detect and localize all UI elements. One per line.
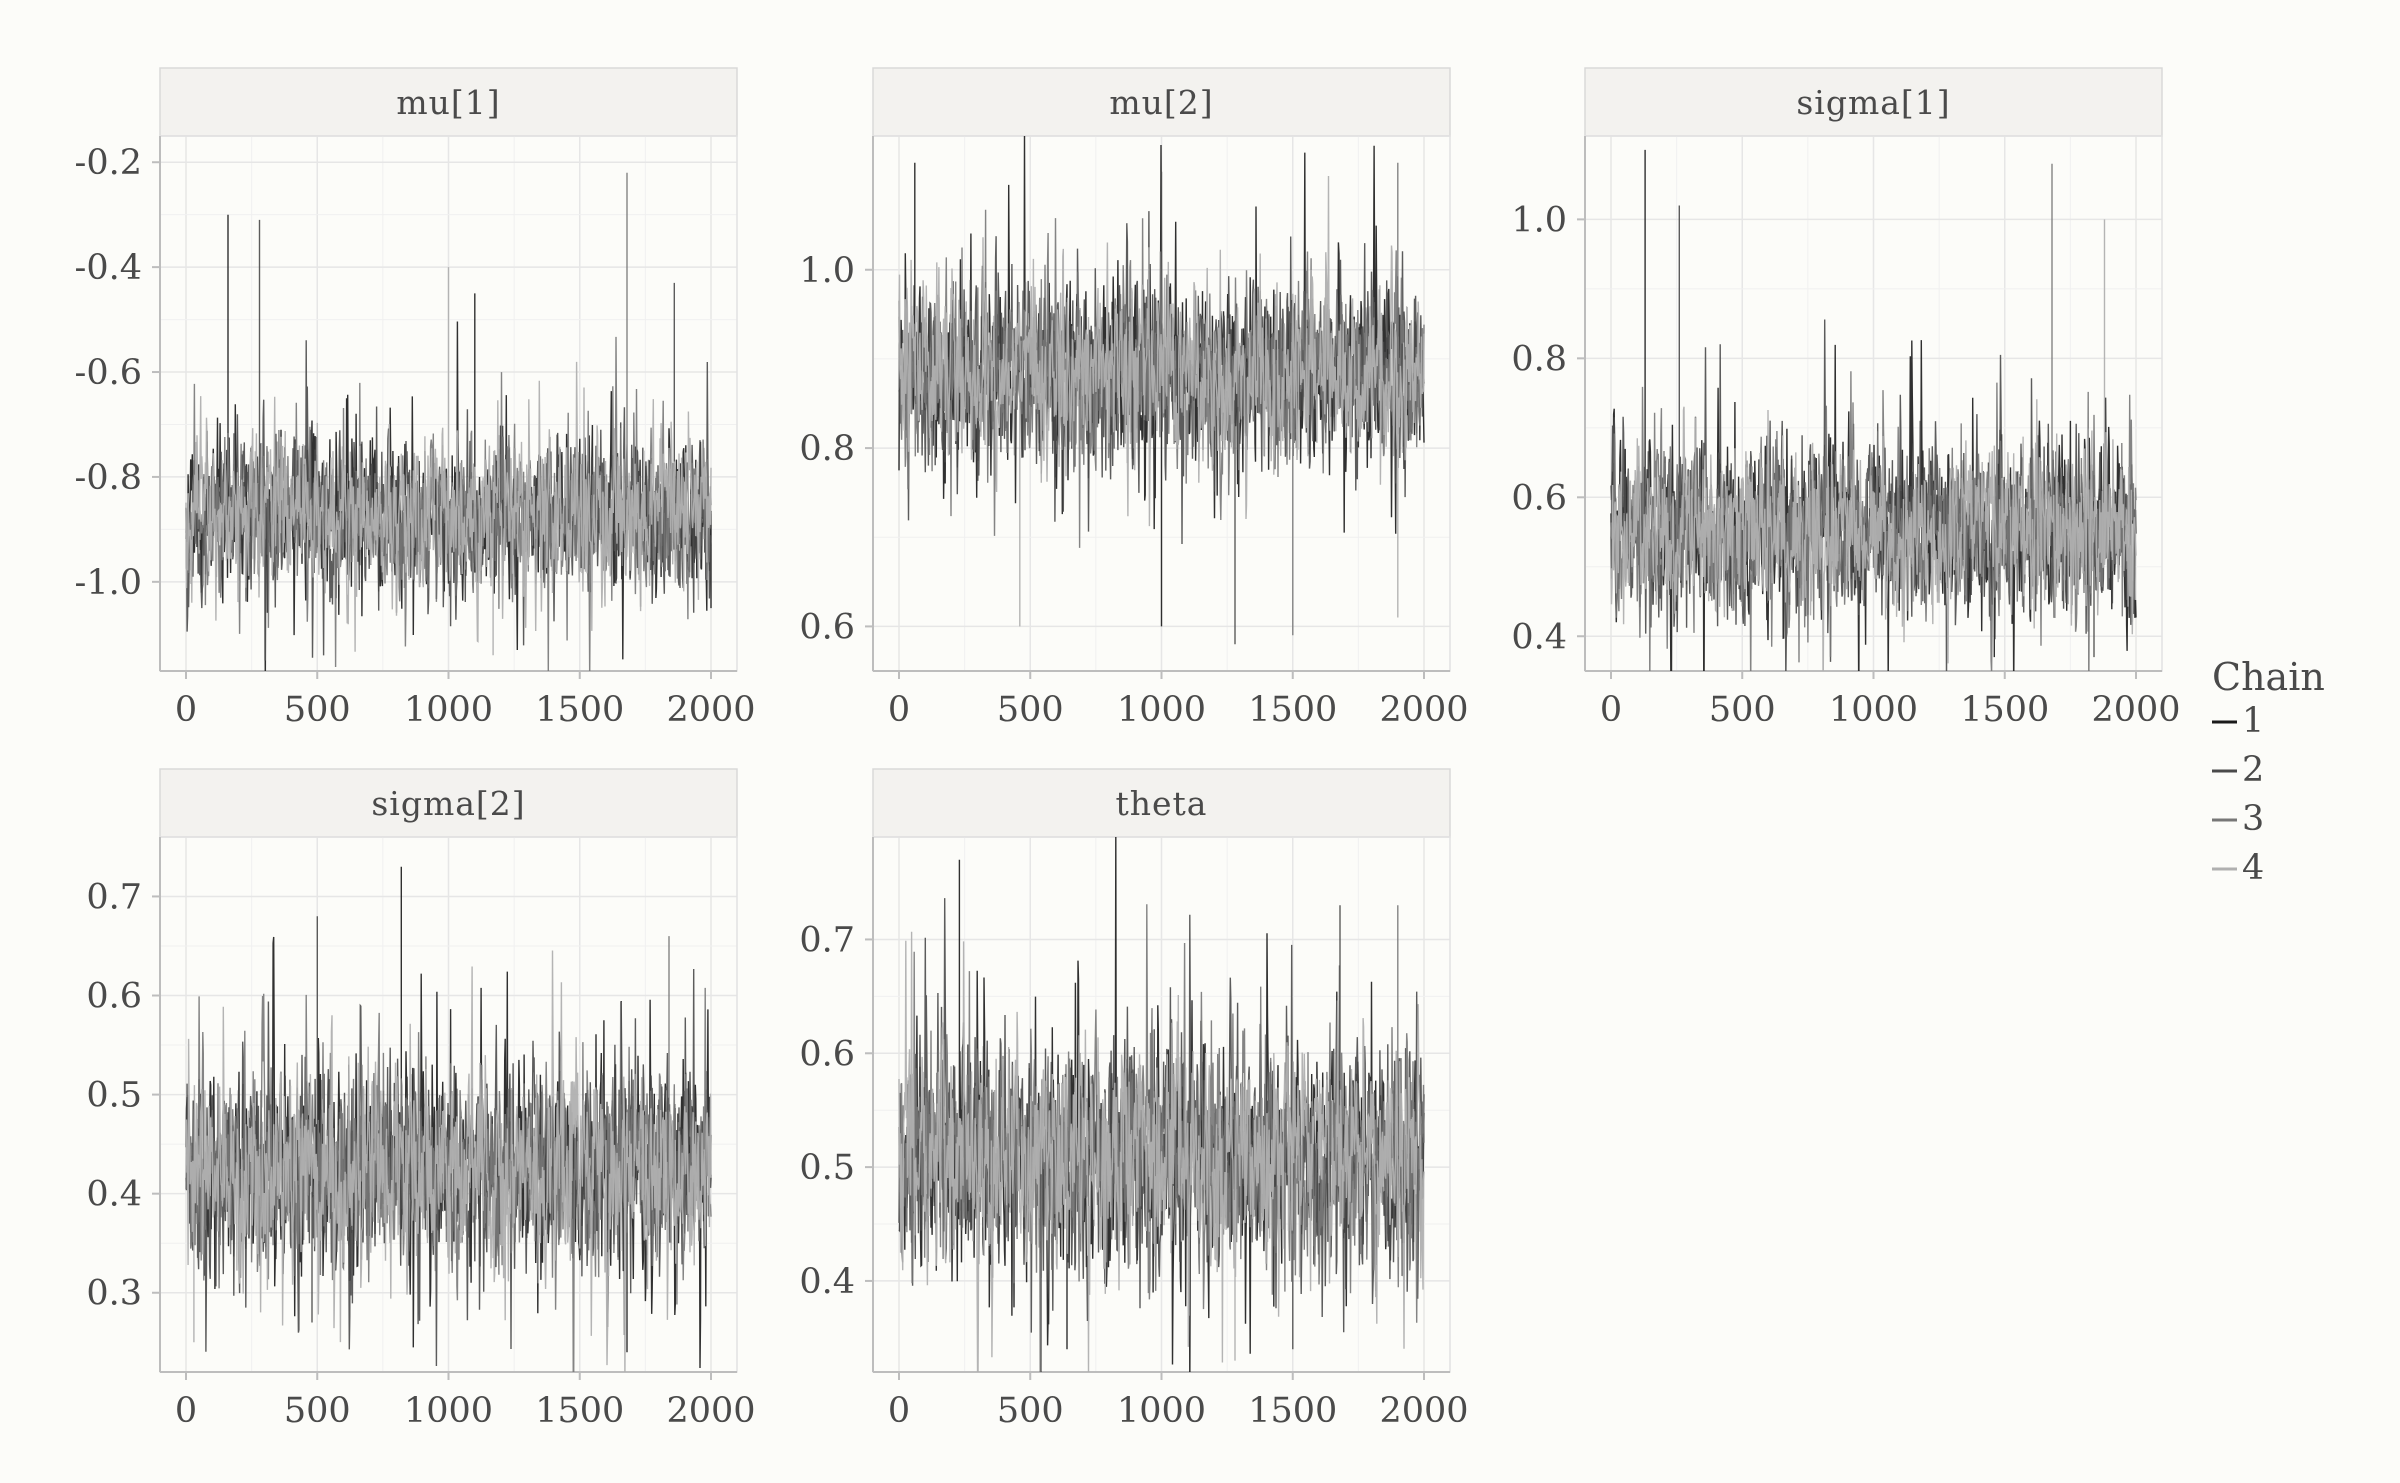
y-tick-label: 0.5 <box>86 1076 142 1116</box>
y-tick-label: 0.7 <box>799 920 855 960</box>
y-tick-label: -0.6 <box>75 353 143 393</box>
x-tick-label: 1500 <box>1248 1391 1337 1431</box>
legend-title: Chain <box>2212 655 2325 699</box>
panel-title: mu[1] <box>396 83 500 122</box>
x-tick-label: 1000 <box>1117 1391 1206 1431</box>
x-tick-label: 0 <box>888 1391 910 1431</box>
panel-title: theta <box>1116 784 1208 823</box>
x-tick-label: 500 <box>1709 690 1776 730</box>
trace-chain-4 <box>185 950 712 1372</box>
y-tick-label: 0.8 <box>799 429 855 469</box>
x-tick-label: 2000 <box>666 1391 755 1431</box>
legend-label-chain-3: 3 <box>2242 799 2264 839</box>
x-tick-label: 1500 <box>1248 690 1337 730</box>
y-tick-label: 1.0 <box>1511 200 1567 240</box>
panel-mu-2: mu[2] 0 500 1000 1500 2000 1.0 0.8 0.6 <box>799 67 1469 730</box>
panel-sigma-2: sigma[2] 0 500 1000 1500 2000 0.7 0.6 0.5 0.4 0.3 <box>86 768 756 1431</box>
x-tick-label: 0 <box>888 690 910 730</box>
y-tick-label: 1.0 <box>799 251 855 291</box>
traces <box>185 172 712 671</box>
panel-title: sigma[2] <box>371 784 525 823</box>
y-tick-label: 0.7 <box>86 877 142 917</box>
y-tick-label: -0.4 <box>75 248 143 288</box>
x-tick-label: 500 <box>284 690 351 730</box>
x-tick-label: 1500 <box>535 690 624 730</box>
panel-mu-1: mu[1] 0 500 1000 1500 2000 -0.2 -0.4 -0.6 -0.8 -1.… <box>75 67 756 730</box>
strip-header <box>159 768 738 838</box>
y-tick-label: 0.5 <box>799 1148 855 1188</box>
x-tick-label: 500 <box>997 1391 1064 1431</box>
x-tick-label: 2000 <box>666 690 755 730</box>
legend-label-chain-2: 2 <box>2242 750 2264 790</box>
panel-title: sigma[1] <box>1796 83 1950 122</box>
y-tick-label: -1.0 <box>75 563 143 603</box>
strip-header <box>872 67 1451 137</box>
y-tick-label: -0.2 <box>75 143 143 183</box>
x-tick-label: 2000 <box>1379 690 1468 730</box>
x-tick-label: 2000 <box>2091 690 2180 730</box>
x-tick-label: 2000 <box>1379 1391 1468 1431</box>
y-tick-label: 0.3 <box>86 1274 142 1314</box>
trace-chain-1 <box>185 214 712 671</box>
y-tick-label: 0.6 <box>86 977 142 1017</box>
x-tick-label: 500 <box>284 1391 351 1431</box>
x-tick-label: 1500 <box>1960 690 2049 730</box>
x-tick-label: 1000 <box>1117 690 1206 730</box>
y-tick-label: 0.8 <box>1511 339 1567 379</box>
panel-title: mu[2] <box>1109 83 1213 122</box>
traces <box>898 837 1425 1372</box>
panel-theta: theta 0 500 1000 1500 2000 0.7 0.6 0.5 0.4 <box>799 768 1469 1431</box>
y-tick-label: 0.6 <box>799 1034 855 1074</box>
trace-chain-4 <box>1610 219 2137 671</box>
y-tick-label: 0.4 <box>799 1262 855 1302</box>
traces <box>898 136 1425 645</box>
legend-label-chain-4: 4 <box>2242 848 2264 888</box>
x-tick-label: 1000 <box>404 690 493 730</box>
legend-label-chain-1: 1 <box>2242 701 2264 741</box>
traces <box>1610 149 2137 671</box>
panel-sigma-1: sigma[1] 0 500 1000 1500 2000 1.0 0.8 0.6 0.4 <box>1511 67 2181 730</box>
strip-header <box>159 67 738 137</box>
x-tick-label: 0 <box>175 690 197 730</box>
y-tick-label: 0.6 <box>799 607 855 647</box>
x-tick-label: 0 <box>175 1391 197 1431</box>
y-tick-label: 0.4 <box>1511 617 1567 657</box>
traces <box>185 866 712 1372</box>
trace-chain-4 <box>898 175 1425 627</box>
x-tick-label: 1500 <box>535 1391 624 1431</box>
x-tick-label: 1000 <box>404 1391 493 1431</box>
y-tick-label: 0.4 <box>86 1175 142 1215</box>
x-tick-label: 1000 <box>1829 690 1918 730</box>
trace-chain-3 <box>898 162 1425 636</box>
trace-chain-4 <box>898 931 1425 1372</box>
x-tick-label: 0 <box>1600 690 1622 730</box>
x-tick-label: 500 <box>997 690 1064 730</box>
y-tick-label: 0.6 <box>1511 478 1567 518</box>
trace-chain-4 <box>185 267 712 656</box>
y-tick-label: -0.8 <box>75 458 143 498</box>
